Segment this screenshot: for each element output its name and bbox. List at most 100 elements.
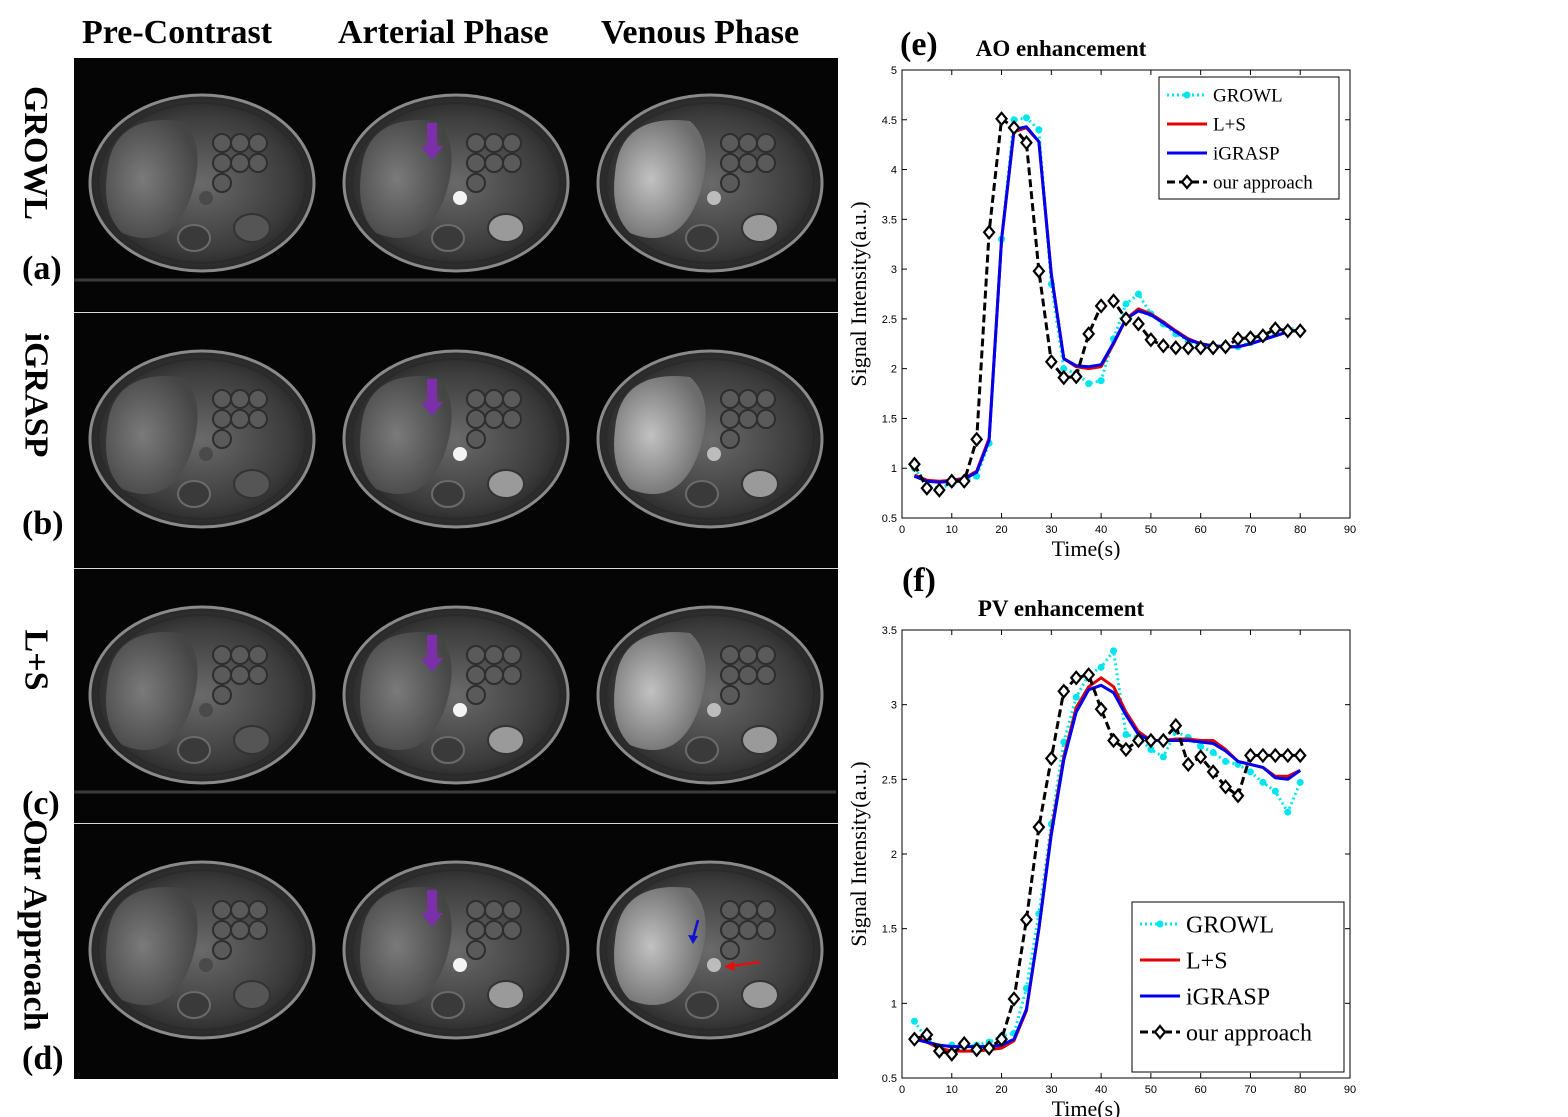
data-point <box>1169 340 1183 356</box>
y-tick-label: 3.5 <box>882 214 897 226</box>
row-divider <box>74 823 838 824</box>
legend-label: our approach <box>1213 173 1313 194</box>
row-divider <box>74 312 838 313</box>
data-point <box>1085 380 1093 388</box>
data-point <box>1222 757 1230 765</box>
mri-scan-igrasp-arterial <box>342 349 570 529</box>
data-point <box>1082 667 1096 683</box>
data-point <box>1022 114 1030 122</box>
legend: GROWL L+S iGRASP our approach <box>1158 76 1340 200</box>
legend-entry: L+S <box>1167 115 1246 136</box>
data-point <box>932 1043 946 1059</box>
y-tick-label: 0.5 <box>882 513 897 525</box>
data-point <box>1259 778 1267 786</box>
mri-scan-igrasp-pre <box>88 349 316 529</box>
data-point <box>945 473 959 489</box>
row-label-ls: L+S <box>17 629 54 691</box>
data-point <box>1231 788 1245 804</box>
data-point <box>908 456 921 472</box>
x-tick-label: 70 <box>1244 524 1256 536</box>
row-letter-d: (d) <box>22 1040 64 1077</box>
data-point <box>1181 340 1195 356</box>
y-tick-label: 1.5 <box>882 924 897 936</box>
data-point <box>1144 332 1158 348</box>
x-tick-label: 80 <box>1294 1084 1306 1096</box>
mri-scan-our-approach-venous <box>596 860 824 1040</box>
data-point <box>1069 368 1083 385</box>
data-point <box>1147 745 1155 753</box>
series-igrasp <box>913 125 1301 484</box>
mri-scan-growl-pre <box>74 93 328 282</box>
row-label-growl: GROWL <box>17 85 54 221</box>
data-point <box>1007 120 1021 136</box>
x-tick-label: 40 <box>1095 1084 1107 1096</box>
y-tick-label: 2 <box>891 849 897 861</box>
chart-pv-enhancement: PV enhancement 0 10 20 30 40 50 60 70 80 90 0.5 1 1.5… <box>846 596 1356 1117</box>
data-point <box>1069 670 1083 686</box>
data-point <box>920 1026 934 1043</box>
data-point <box>957 473 971 489</box>
x-tick-label: 90 <box>1344 1084 1356 1096</box>
x-axis-label: Time(s) <box>1052 536 1121 560</box>
data-point <box>1057 683 1071 699</box>
data-point <box>982 1040 996 1056</box>
x-tick-label: 60 <box>1195 524 1207 536</box>
panel-letter-e: (e) <box>900 26 938 63</box>
data-point <box>1156 338 1170 354</box>
y-tick-label: 1.5 <box>882 413 897 425</box>
data-point <box>982 224 996 240</box>
row-letter-b: (b) <box>22 505 64 542</box>
data-point <box>1072 693 1080 701</box>
panel-letter-f: (f) <box>902 562 936 599</box>
x-tick-label: 20 <box>995 524 1007 536</box>
row-label-our-approach: Our Approach <box>17 819 54 1031</box>
data-point <box>1044 750 1058 767</box>
data-point <box>920 480 934 496</box>
legend-entry: GROWL <box>1140 912 1274 938</box>
data-point <box>1181 756 1195 773</box>
data-point <box>1281 747 1295 764</box>
data-point <box>1097 377 1105 385</box>
data-point <box>910 1017 918 1025</box>
y-tick-label: 5 <box>891 65 897 77</box>
purple-arrow-icon <box>421 890 443 927</box>
x-tick-label: 30 <box>1045 524 1057 536</box>
data-point <box>1293 323 1307 339</box>
data-point <box>908 1031 921 1047</box>
data-point <box>1119 311 1133 327</box>
data-point <box>1035 126 1043 134</box>
data-point <box>1107 293 1120 309</box>
data-point <box>1206 764 1220 780</box>
y-tick-label: 4 <box>891 165 897 177</box>
data-point <box>1107 732 1120 749</box>
purple-arrow-icon <box>421 123 443 160</box>
series-our-approach <box>908 667 1307 1062</box>
column-header-venous-phase: Venous Phase <box>601 14 800 51</box>
x-tick-label: 30 <box>1045 1084 1057 1096</box>
row-label-igrasp: iGRASP <box>17 332 54 458</box>
y-tick-label: 2.5 <box>882 314 897 326</box>
mri-scans <box>74 93 836 1040</box>
mri-scan-our-approach-arterial <box>342 860 570 1040</box>
mri-image-grid <box>74 58 838 1079</box>
purple-arrow-icon <box>421 635 443 672</box>
y-tick-label: 0.5 <box>882 1073 897 1085</box>
data-point <box>1060 365 1068 373</box>
x-tick-label: 10 <box>946 1084 958 1096</box>
data-point <box>1094 701 1108 717</box>
data-point <box>1134 290 1142 298</box>
data-point <box>1194 340 1208 356</box>
mri-scan-ls-pre <box>74 605 328 794</box>
column-header-pre-contrast: Pre-Contrast <box>82 14 273 51</box>
y-tick-label: 2.5 <box>882 774 897 786</box>
legend-entry: our approach <box>1140 1020 1312 1046</box>
column-header-arterial-phase: Arterial Phase <box>338 14 549 51</box>
mri-scan-growl-arterial <box>328 93 582 282</box>
data-point <box>1206 340 1220 356</box>
x-tick-label: 50 <box>1145 1084 1157 1096</box>
y-tick-label: 3 <box>891 700 897 712</box>
data-point <box>1110 647 1118 655</box>
data-point <box>1097 663 1105 671</box>
mri-scan-growl-venous <box>582 93 836 282</box>
legend-label: L+S <box>1186 948 1228 974</box>
